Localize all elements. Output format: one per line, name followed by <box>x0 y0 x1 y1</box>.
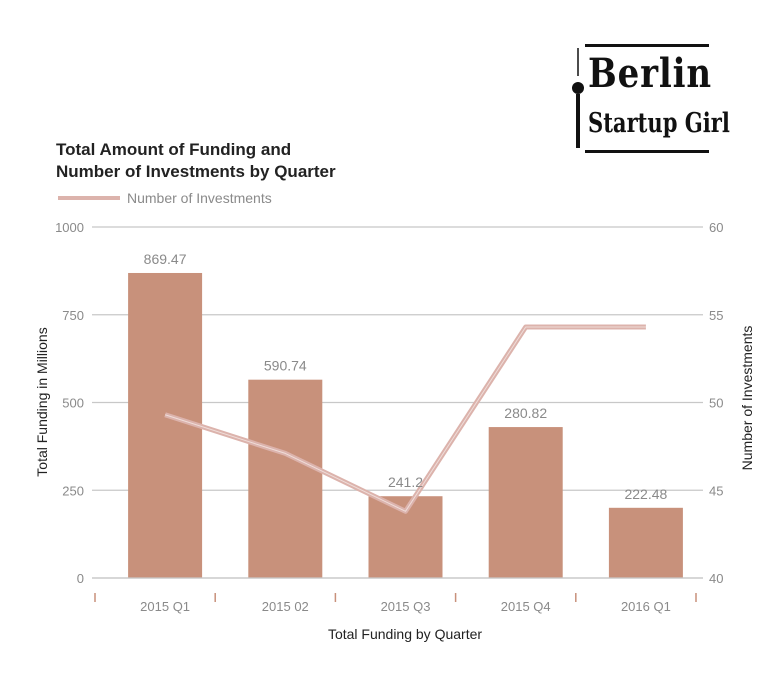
axes: 0 250 500 750 1000 40 45 50 55 60 2015 Q1 2015 02 20… <box>34 220 755 642</box>
logo-bottom-rule <box>585 150 709 153</box>
brand-logo: Berlin Startup Girl <box>571 44 730 162</box>
bar-data-label: 869.47 <box>144 251 187 267</box>
line-series <box>164 324 647 514</box>
y2-tick-label: 45 <box>709 483 723 498</box>
bar-data-label: 241.2 <box>388 474 423 490</box>
bar-data-label: 222.48 <box>624 486 667 502</box>
bar-data-label: 280.82 <box>504 405 547 421</box>
y-tick-label: 250 <box>62 483 84 498</box>
bar <box>488 427 563 578</box>
y-tick-label: 500 <box>62 396 84 411</box>
legend-line-swatch <box>58 196 120 200</box>
bar-data-label: 590.74 <box>264 358 307 374</box>
chart-legend: Number of Investments <box>58 188 272 208</box>
tv-tower-icon <box>572 48 584 148</box>
y-tick-label: 750 <box>62 308 84 323</box>
y-tick-label: 1000 <box>55 220 84 235</box>
bar <box>248 379 323 578</box>
logo-word-startup-girl: Startup Girl <box>588 108 730 139</box>
legend-label: Number of Investments <box>127 190 272 206</box>
x-tick-label: 2015 Q3 <box>381 599 431 614</box>
y2-tick-label: 60 <box>709 220 723 235</box>
y-axis-title: Total Funding in Millions <box>34 327 50 476</box>
bar <box>608 507 683 578</box>
chart-title: Total Amount of Funding and Number of In… <box>56 139 336 183</box>
y2-axis-title: Number of Investments <box>739 326 755 471</box>
chart-title-line-1: Total Amount of Funding and <box>56 140 292 159</box>
y2-tick-label: 40 <box>709 571 723 586</box>
x-tick-label: 2015 Q1 <box>140 599 190 614</box>
y-tick-label: 0 <box>77 571 84 586</box>
chart-title-line-2: Number of Investments by Quarter <box>56 162 336 181</box>
x-tick-label: 2015 Q4 <box>501 599 551 614</box>
bar-series <box>128 272 683 578</box>
x-tick-label: 2016 Q1 <box>621 599 671 614</box>
logo-word-berlin: Berlin <box>588 50 712 97</box>
logo-top-rule <box>585 44 709 47</box>
y2-tick-label: 55 <box>709 308 723 323</box>
bar <box>128 272 203 578</box>
x-tick-label: 2015 02 <box>262 599 309 614</box>
data-labels: 869.47 590.74 241.2 280.82 222.48 <box>144 251 668 502</box>
x-axis-title: Total Funding by Quarter <box>328 626 482 642</box>
y2-tick-label: 50 <box>709 396 723 411</box>
